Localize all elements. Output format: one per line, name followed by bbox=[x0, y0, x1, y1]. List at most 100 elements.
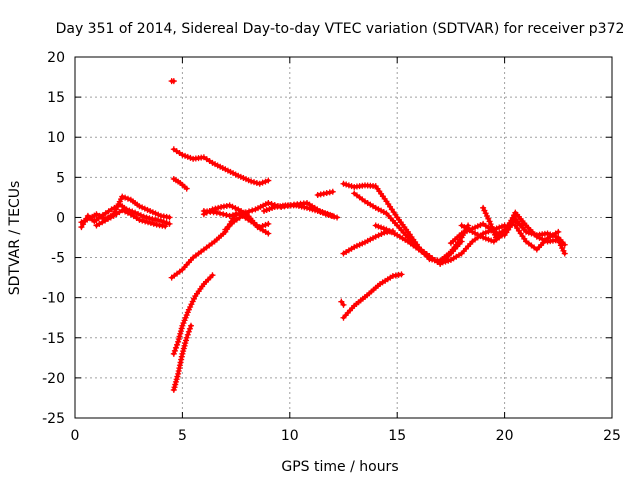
chart-title: Day 351 of 2014, Sidereal Day-to-day VTE… bbox=[56, 21, 625, 37]
data-point-marker bbox=[145, 219, 152, 226]
data-point-marker bbox=[262, 221, 269, 228]
data-point-marker bbox=[213, 209, 220, 216]
data-point-marker bbox=[378, 224, 385, 231]
data-point-marker bbox=[314, 208, 321, 215]
series-layer bbox=[78, 78, 568, 393]
y-tick-label: -5 bbox=[51, 251, 65, 267]
data-point-marker bbox=[481, 207, 488, 214]
data-point-marker bbox=[212, 205, 219, 212]
data-point-marker bbox=[190, 295, 197, 302]
data-point-marker bbox=[149, 209, 156, 216]
data-point-marker bbox=[251, 179, 257, 186]
data-point-marker bbox=[536, 234, 543, 241]
data-point-marker bbox=[184, 309, 191, 316]
data-point-marker bbox=[375, 223, 382, 230]
data-point-marker bbox=[155, 211, 162, 218]
data-point-marker bbox=[518, 222, 525, 229]
data-point-marker bbox=[265, 177, 272, 184]
x-tick-label: 0 bbox=[71, 428, 80, 444]
data-point-marker bbox=[482, 210, 489, 217]
data-point-marker bbox=[180, 348, 187, 355]
data-point-marker bbox=[174, 341, 181, 348]
data-point-marker bbox=[248, 178, 255, 185]
data-point-marker bbox=[458, 230, 465, 237]
data-point-marker bbox=[496, 224, 503, 231]
data-point-marker bbox=[182, 337, 189, 344]
data-point-marker bbox=[176, 333, 183, 340]
data-point-marker bbox=[259, 223, 266, 230]
data-point-marker bbox=[119, 193, 126, 200]
data-point-marker bbox=[372, 222, 379, 229]
data-point-marker bbox=[439, 259, 446, 266]
data-point-marker bbox=[343, 181, 350, 188]
data-point-marker bbox=[256, 224, 263, 231]
data-point-marker bbox=[170, 78, 177, 85]
y-tick-label: 0 bbox=[56, 210, 65, 226]
data-point-marker bbox=[445, 257, 452, 264]
data-point-marker bbox=[160, 218, 167, 225]
data-point-marker bbox=[472, 224, 479, 231]
data-point-marker bbox=[259, 179, 266, 186]
data-point-marker bbox=[226, 202, 233, 209]
data-point-marker bbox=[122, 208, 129, 215]
series-arc-22 bbox=[458, 209, 568, 257]
y-tick-label: 15 bbox=[47, 90, 65, 106]
data-point-marker bbox=[140, 213, 147, 220]
data-point-marker bbox=[555, 228, 562, 235]
data-point-marker bbox=[559, 245, 566, 252]
series-arc-20 bbox=[372, 222, 508, 267]
series-arc-15 bbox=[338, 298, 347, 308]
data-point-marker bbox=[253, 179, 260, 186]
series-arc-6 bbox=[170, 146, 272, 187]
data-point-marker bbox=[166, 214, 173, 221]
data-point-marker bbox=[178, 325, 185, 332]
data-point-marker bbox=[175, 338, 182, 345]
data-point-marker bbox=[340, 301, 347, 308]
data-point-marker bbox=[328, 212, 335, 219]
data-point-marker bbox=[338, 298, 345, 305]
y-tick-label: -20 bbox=[42, 371, 65, 387]
data-point-marker bbox=[171, 384, 178, 391]
data-point-marker bbox=[137, 212, 144, 219]
data-point-marker bbox=[372, 233, 379, 240]
x-axis-title: GPS time / hours bbox=[281, 459, 398, 475]
data-point-marker bbox=[209, 272, 216, 279]
data-point-marker bbox=[261, 208, 268, 215]
y-tick-label: -10 bbox=[42, 291, 65, 307]
data-point-marker bbox=[485, 236, 492, 243]
data-point-marker bbox=[182, 152, 189, 159]
data-point-marker bbox=[139, 217, 146, 224]
data-point-marker bbox=[340, 180, 347, 187]
data-point-marker bbox=[488, 237, 495, 244]
data-point-marker bbox=[185, 306, 192, 313]
data-point-marker bbox=[146, 215, 153, 222]
data-point-marker bbox=[442, 258, 449, 265]
x-tick-label: 5 bbox=[178, 428, 187, 444]
data-point-marker bbox=[490, 229, 497, 236]
data-point-marker bbox=[461, 229, 468, 236]
data-point-marker bbox=[533, 233, 540, 240]
axis-layer: 0 5 10 15 20 25 20 15 10 5 0 -5 -10 -15 -20 -25 bbox=[42, 50, 621, 444]
data-point-marker bbox=[182, 340, 189, 347]
data-point-marker bbox=[177, 328, 184, 335]
data-point-marker bbox=[171, 347, 178, 354]
data-point-marker bbox=[351, 244, 358, 251]
data-point-marker bbox=[170, 350, 177, 357]
data-point-marker bbox=[124, 209, 131, 216]
data-point-marker bbox=[223, 212, 230, 219]
data-point-marker bbox=[245, 208, 252, 215]
data-point-marker bbox=[356, 241, 363, 248]
data-point-marker bbox=[180, 345, 187, 352]
series-arc-8 bbox=[170, 272, 216, 357]
series-arc-5 bbox=[170, 175, 190, 192]
data-point-marker bbox=[216, 210, 223, 217]
data-point-marker bbox=[132, 209, 139, 216]
x-tick-label: 15 bbox=[388, 428, 406, 444]
data-point-marker bbox=[265, 230, 272, 237]
data-point-marker bbox=[322, 211, 329, 218]
data-point-marker bbox=[166, 220, 173, 227]
data-point-marker bbox=[523, 228, 530, 235]
y-tick-label: 5 bbox=[56, 170, 65, 186]
data-point-marker bbox=[187, 154, 194, 161]
data-point-marker bbox=[539, 236, 546, 243]
